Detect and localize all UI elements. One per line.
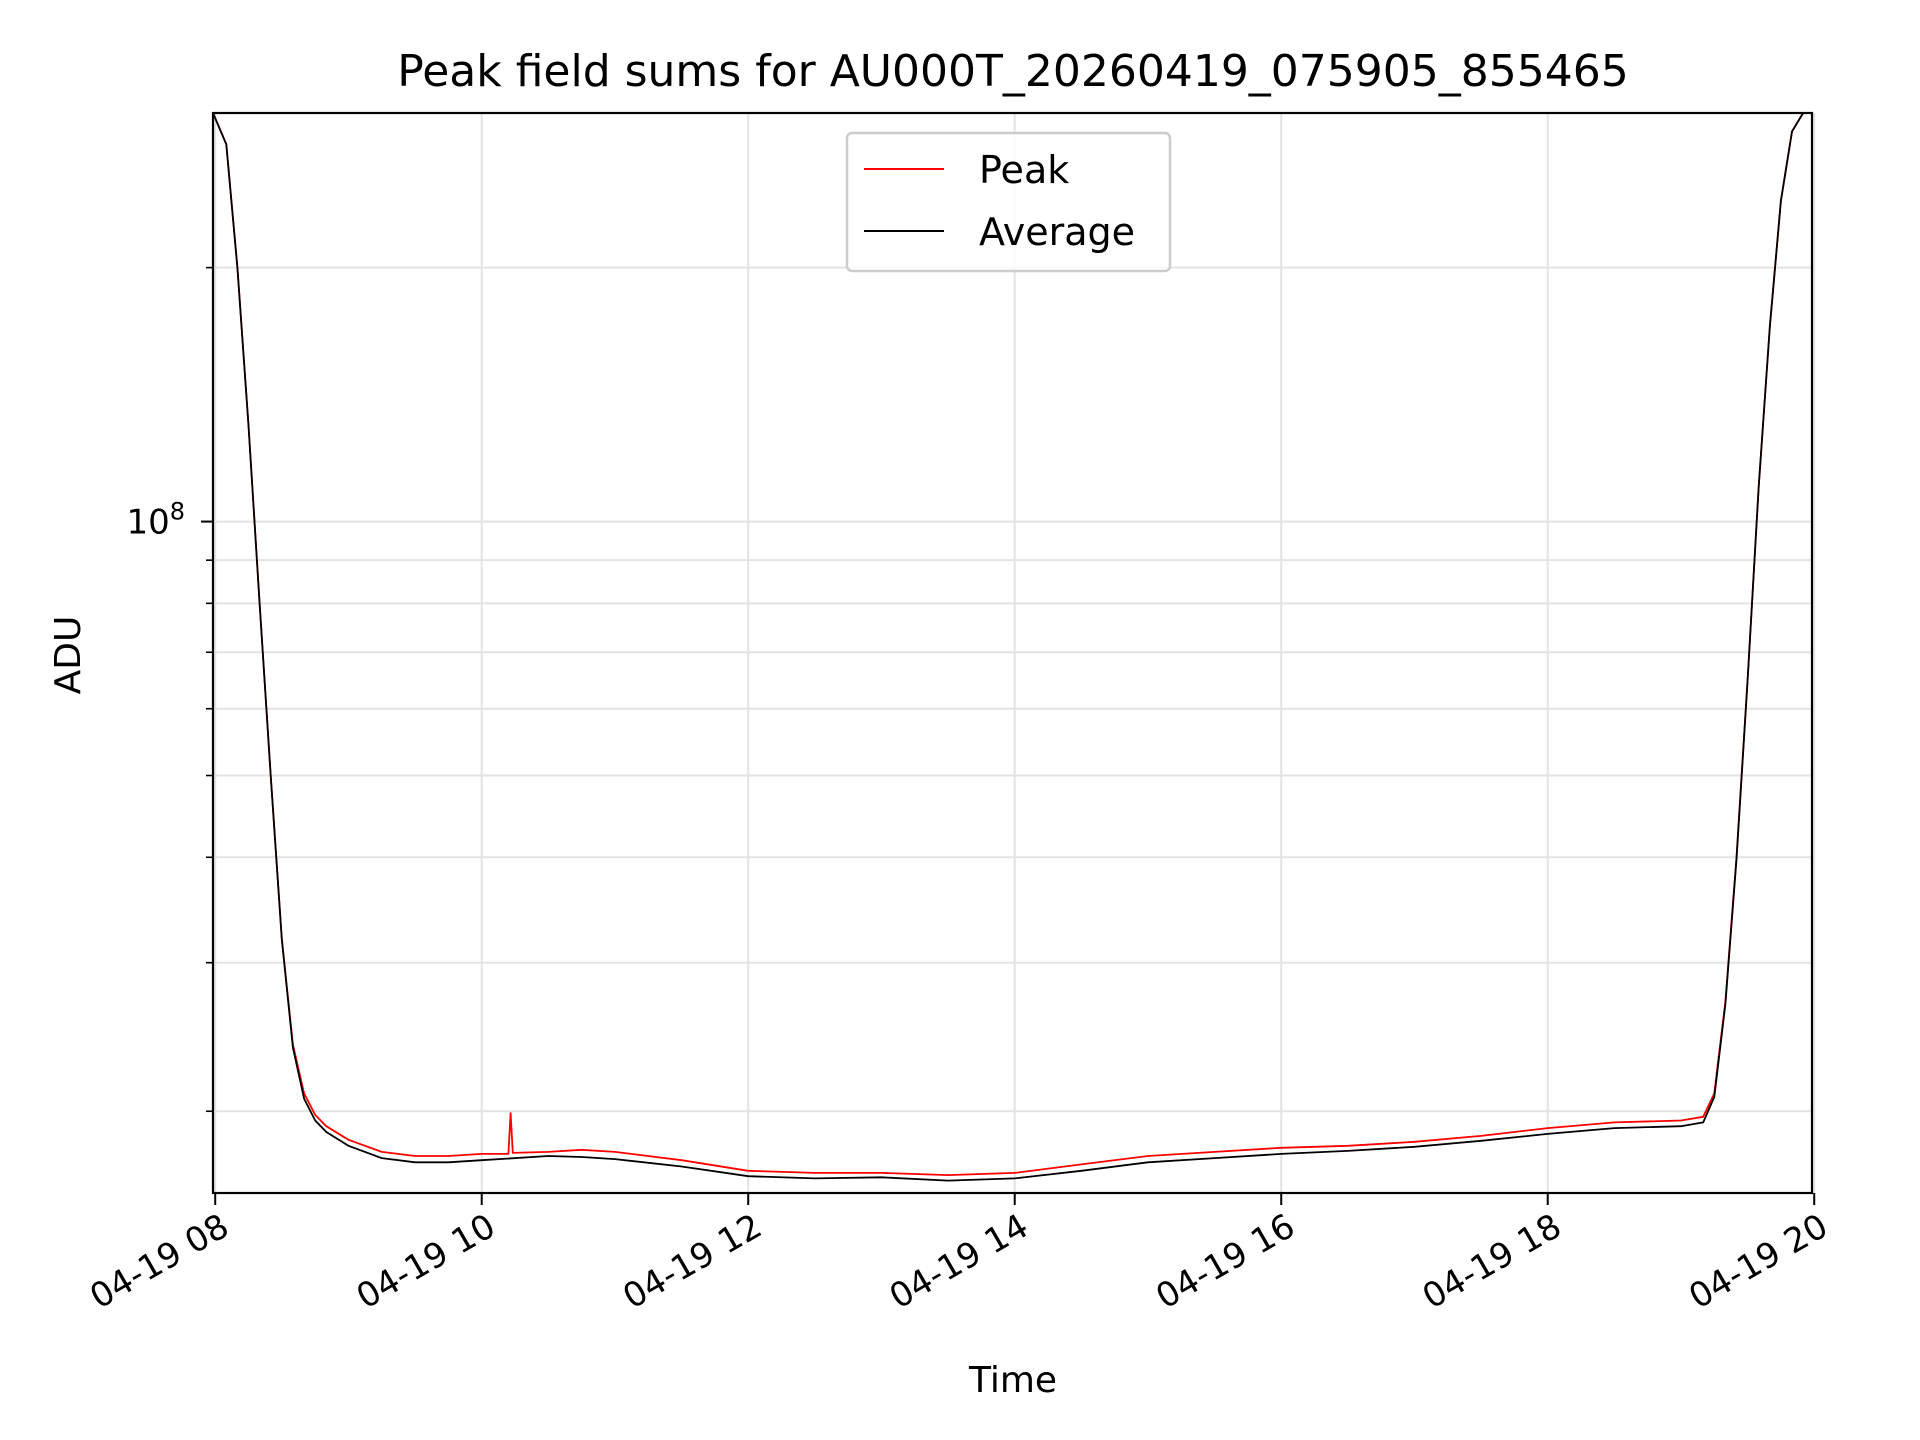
- legend: Peak Average: [845, 131, 1172, 273]
- legend-peak-label: Peak: [979, 148, 1069, 192]
- y-tick-label: 108: [126, 498, 185, 543]
- x-axis-title: Time: [968, 1360, 1057, 1401]
- y-axis: 108: [126, 266, 213, 1113]
- series-layer: [213, 113, 1812, 1182]
- legend-box: [845, 131, 1172, 273]
- y-axis-title: ADU: [48, 616, 89, 695]
- grid: [213, 113, 1816, 1193]
- legend-average-label: Average: [979, 210, 1135, 254]
- y-tick-exponent: 8: [170, 498, 185, 526]
- chart-title: Peak field sums for AU000T_20260419_0759…: [397, 46, 1629, 97]
- series-line-average: [213, 113, 1812, 1182]
